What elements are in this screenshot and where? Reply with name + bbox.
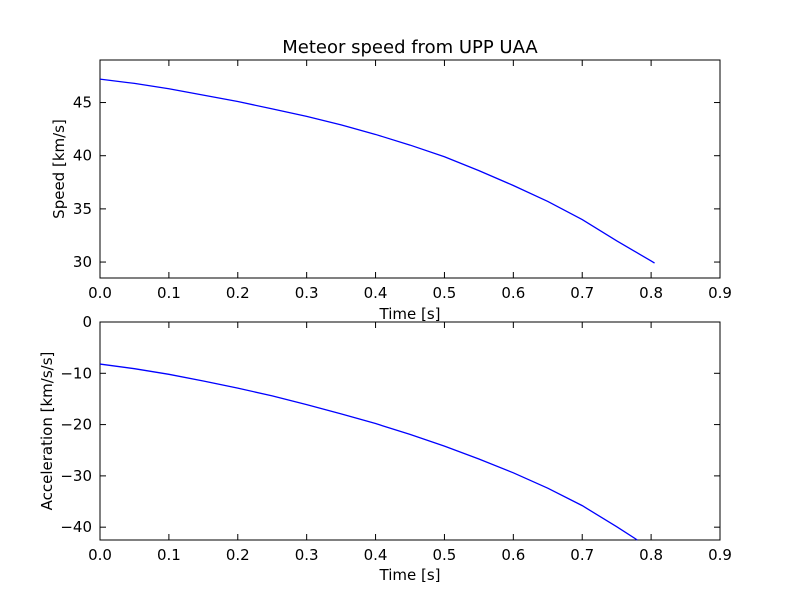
acceleration-y-axis-label: Acceleration [km/s/s] <box>38 352 56 511</box>
x-tick-label: 0.0 <box>88 546 112 564</box>
acceleration-tick-labels: 0.0 0.1 0.2 0.3 0.4 0.5 0.6 0.7 0.8 0.9 0 −10 −20 −30… <box>60 313 732 564</box>
x-tick-label: 0.6 <box>501 284 525 302</box>
y-tick-label: −40 <box>60 518 92 536</box>
y-tick-label: −10 <box>60 364 92 382</box>
speed-y-axis-label: Speed [km/s] <box>50 119 68 219</box>
x-tick-label: 0.7 <box>570 284 594 302</box>
acceleration-x-axis-label: Time [s] <box>379 566 441 584</box>
x-tick-label: 0.4 <box>364 546 388 564</box>
x-tick-label: 0.9 <box>708 284 732 302</box>
x-tick-label: 0.2 <box>226 546 250 564</box>
speed-series-line <box>99 78 655 264</box>
speed-tick-labels: 0.0 0.1 0.2 0.3 0.4 0.5 0.6 0.7 0.8 0.9 30 35 40 45 <box>73 94 732 302</box>
acceleration-plot-frame <box>99 321 721 541</box>
x-tick-label: 0.6 <box>501 546 525 564</box>
x-tick-label: 0.0 <box>88 284 112 302</box>
acceleration-series-line <box>99 363 638 541</box>
x-tick-label: 0.9 <box>708 546 732 564</box>
x-tick-label: 0.2 <box>226 284 250 302</box>
x-tick-label: 0.5 <box>433 546 457 564</box>
x-tick-label: 0.3 <box>295 546 319 564</box>
speed-x-axis-label: Time [s] <box>379 305 441 323</box>
y-tick-label: −30 <box>60 467 92 485</box>
x-tick-label: 0.5 <box>433 284 457 302</box>
x-tick-label: 0.8 <box>639 284 663 302</box>
y-tick-label: −20 <box>60 416 92 434</box>
x-tick-label: 0.1 <box>157 546 181 564</box>
speed-subplot: Meteor speed from UPP UAA 0.0 0.1 0.2 0.3 0.… <box>50 37 732 323</box>
acceleration-ticks <box>99 321 721 540</box>
y-tick-label: 35 <box>73 200 92 218</box>
acceleration-subplot: 0.0 0.1 0.2 0.3 0.4 0.5 0.6 0.7 0.8 0.9 0 −10 −20 −30… <box>38 313 732 584</box>
x-tick-label: 0.7 <box>570 546 594 564</box>
x-tick-label: 0.4 <box>364 284 388 302</box>
y-tick-label: 30 <box>73 253 92 271</box>
y-tick-label: 0 <box>82 313 92 331</box>
x-tick-label: 0.8 <box>639 546 663 564</box>
speed-plot-frame <box>99 59 721 279</box>
speed-ticks <box>99 60 721 278</box>
chart-title: Meteor speed from UPP UAA <box>282 37 538 58</box>
y-tick-label: 45 <box>73 94 92 112</box>
y-tick-label: 40 <box>73 147 92 165</box>
x-tick-label: 0.3 <box>295 284 319 302</box>
x-tick-label: 0.1 <box>157 284 181 302</box>
